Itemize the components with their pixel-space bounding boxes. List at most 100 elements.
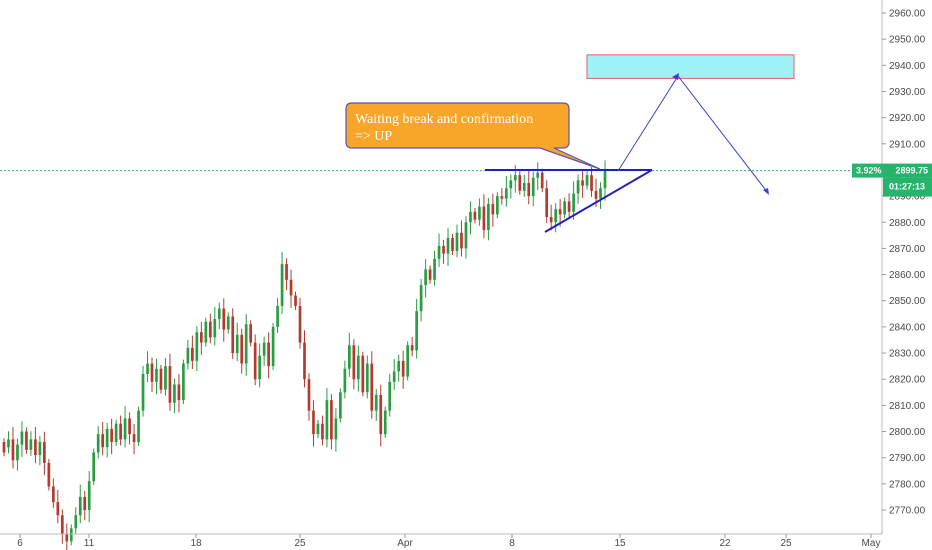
candle bbox=[285, 258, 288, 291]
y-tick-label: 2840.00 bbox=[889, 322, 926, 333]
projection-arrowhead-up bbox=[672, 73, 679, 80]
candles-layer bbox=[2, 160, 607, 550]
candle bbox=[56, 489, 60, 524]
candle bbox=[522, 174, 526, 197]
candle-body bbox=[352, 345, 356, 380]
candle bbox=[540, 168, 544, 193]
candle bbox=[312, 400, 315, 447]
projection-path[interactable] bbox=[617, 75, 769, 194]
x-tick-label: Apr bbox=[397, 538, 413, 549]
candle-body bbox=[262, 342, 266, 356]
candle-body bbox=[504, 188, 508, 199]
candle bbox=[379, 384, 383, 447]
candle-body bbox=[572, 193, 575, 212]
candle-body bbox=[348, 345, 351, 369]
candle-body bbox=[330, 400, 333, 440]
candle-body bbox=[240, 334, 244, 364]
candle-body bbox=[38, 441, 42, 456]
y-tick-label: 2820.00 bbox=[889, 375, 926, 386]
candle-body bbox=[249, 324, 253, 343]
candle-body bbox=[213, 319, 217, 338]
candle-body bbox=[397, 360, 401, 372]
drawings-layer[interactable]: Waiting break and confirmation => UP bbox=[345, 54, 795, 233]
candle bbox=[235, 322, 239, 362]
candle-body bbox=[29, 439, 33, 450]
candle-body bbox=[388, 381, 392, 411]
candle bbox=[325, 387, 329, 448]
candle bbox=[276, 297, 279, 333]
candle-body bbox=[599, 188, 602, 199]
candle-body bbox=[558, 209, 562, 215]
candle-body bbox=[105, 428, 109, 448]
time-axis[interactable]: 6 11 18 25 Apr 8 15 22 25 May bbox=[0, 533, 882, 549]
candle-body bbox=[92, 452, 96, 482]
candle bbox=[356, 345, 360, 392]
candle-body bbox=[540, 172, 544, 189]
countdown-label: 01:27:13 bbox=[889, 182, 925, 192]
candle bbox=[199, 321, 203, 355]
price-axis[interactable]: 2770.00 2780.00 2790.00 2800.00 2810.00 2820.… bbox=[852, 0, 932, 534]
candle-body bbox=[258, 355, 261, 380]
current-price-tag[interactable]: 3.92% 2899.75 bbox=[852, 163, 932, 178]
y-tick-label: 2770.00 bbox=[889, 506, 926, 517]
candle bbox=[92, 448, 96, 486]
candle bbox=[365, 355, 369, 399]
candle bbox=[150, 357, 154, 393]
candle bbox=[20, 421, 24, 457]
support-trendline[interactable] bbox=[544, 169, 653, 233]
candle-body bbox=[25, 431, 28, 450]
candle-body bbox=[195, 332, 199, 361]
candle-body bbox=[119, 423, 122, 440]
candle bbox=[289, 269, 293, 308]
candle-body bbox=[253, 342, 257, 380]
x-tick-label: 18 bbox=[190, 538, 202, 549]
candle-body bbox=[567, 201, 571, 212]
candle bbox=[554, 203, 558, 233]
candle-body bbox=[594, 190, 598, 199]
y-tick-label: 2810.00 bbox=[889, 401, 926, 412]
candle bbox=[572, 181, 575, 220]
candle-body bbox=[455, 232, 459, 252]
candle bbox=[406, 341, 410, 381]
target-zone[interactable] bbox=[586, 54, 795, 79]
candle-body bbox=[428, 269, 432, 280]
candle bbox=[191, 335, 194, 370]
candle-body bbox=[482, 206, 486, 231]
candle-body bbox=[581, 180, 584, 186]
candle-body bbox=[343, 368, 347, 393]
candle bbox=[374, 388, 378, 421]
candle bbox=[38, 435, 42, 466]
candle-body bbox=[47, 462, 51, 487]
candle bbox=[460, 220, 463, 257]
countdown-tag: 01:27:13 bbox=[883, 177, 932, 197]
y-tick-label: 2780.00 bbox=[889, 479, 926, 490]
candle bbox=[244, 314, 248, 376]
candle bbox=[370, 351, 374, 419]
candle bbox=[469, 201, 472, 235]
price-change-label: 3.92% bbox=[856, 166, 882, 176]
candle bbox=[442, 239, 445, 264]
x-tick-label: 8 bbox=[509, 538, 515, 549]
candle bbox=[455, 224, 459, 258]
candle bbox=[2, 438, 6, 457]
candle-body bbox=[56, 502, 60, 516]
candle bbox=[267, 332, 270, 379]
candle bbox=[195, 326, 199, 372]
candle bbox=[545, 180, 549, 224]
candle-body bbox=[123, 418, 127, 440]
candle bbox=[410, 337, 414, 357]
candle bbox=[590, 167, 593, 197]
candle-body bbox=[307, 379, 311, 411]
candle-body bbox=[182, 363, 185, 401]
y-tick-label: 2910.00 bbox=[889, 139, 926, 150]
candle-body bbox=[464, 222, 468, 249]
annotation-callout[interactable]: Waiting break and confirmation => UP bbox=[345, 102, 601, 170]
candle-body bbox=[321, 423, 324, 440]
annotation-bubble bbox=[345, 102, 601, 170]
candle bbox=[581, 170, 584, 198]
candle-body bbox=[2, 441, 6, 453]
candle-body bbox=[65, 533, 69, 542]
candle-body bbox=[96, 434, 100, 453]
annotation-line1: Waiting break and confirmation bbox=[355, 112, 533, 127]
